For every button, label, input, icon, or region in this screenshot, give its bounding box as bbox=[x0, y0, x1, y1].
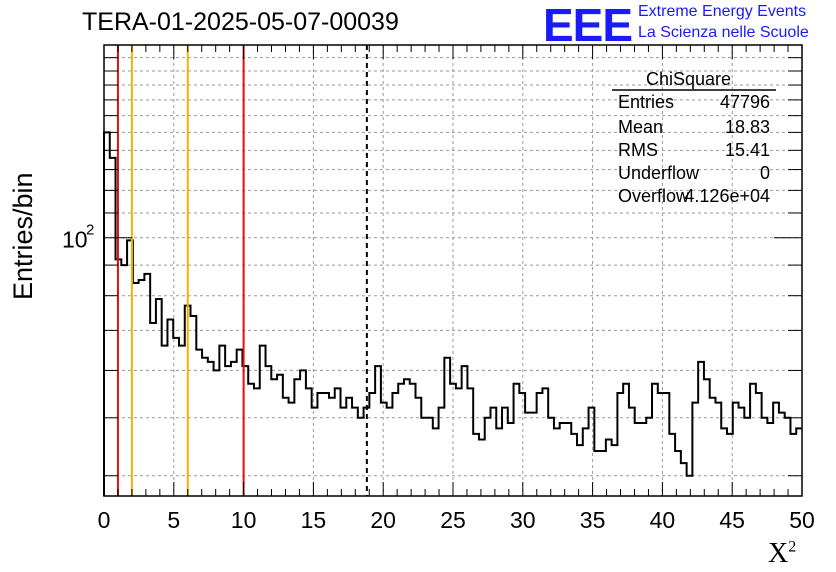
y-tick-label-exponent: 2 bbox=[86, 222, 94, 239]
x-axis-label: X2 bbox=[768, 538, 797, 569]
x-tick-label: 30 bbox=[510, 507, 536, 533]
x-tick-label: 15 bbox=[301, 507, 327, 533]
logo-line-1: Extreme Energy Events bbox=[638, 3, 807, 20]
stats-row-value: 4.126e+04 bbox=[684, 186, 770, 206]
stats-row-name: RMS bbox=[618, 140, 658, 160]
x-tick-label: 5 bbox=[167, 507, 180, 533]
stats-row-name: Mean bbox=[618, 117, 664, 137]
run-title: TERA-01-2025-05-07-00039 bbox=[82, 8, 399, 36]
x-tick-label: 35 bbox=[580, 507, 606, 533]
x-tick-label: 40 bbox=[650, 507, 676, 533]
eee-logo: EEE bbox=[543, 0, 633, 51]
x-tick-label: 50 bbox=[789, 507, 815, 533]
y-axis-label: Entries/bin bbox=[8, 172, 38, 300]
stats-row-name: Entries bbox=[618, 92, 675, 112]
stats-row-name: Overflow bbox=[618, 186, 690, 206]
x-tick-label: 20 bbox=[370, 507, 396, 533]
x-tick-label: 0 bbox=[98, 507, 111, 533]
stats-row-value: 18.83 bbox=[724, 117, 770, 137]
stats-row-value: 15.41 bbox=[724, 140, 770, 160]
stats-row-name: Underflow bbox=[618, 163, 700, 183]
x-tick-label: 25 bbox=[440, 507, 466, 533]
logo-line-2: La Scienza nelle Scuole bbox=[638, 24, 809, 41]
stats-row-value: 0 bbox=[759, 163, 770, 183]
x-tick-label: 45 bbox=[719, 507, 745, 533]
histogram-series bbox=[103, 131, 802, 496]
x-tick-label: 10 bbox=[231, 507, 257, 533]
stats-box-title: ChiSquare bbox=[646, 69, 732, 89]
stats-row-value: 47796 bbox=[719, 92, 770, 112]
y-tick-label-base: 10 bbox=[62, 227, 88, 253]
